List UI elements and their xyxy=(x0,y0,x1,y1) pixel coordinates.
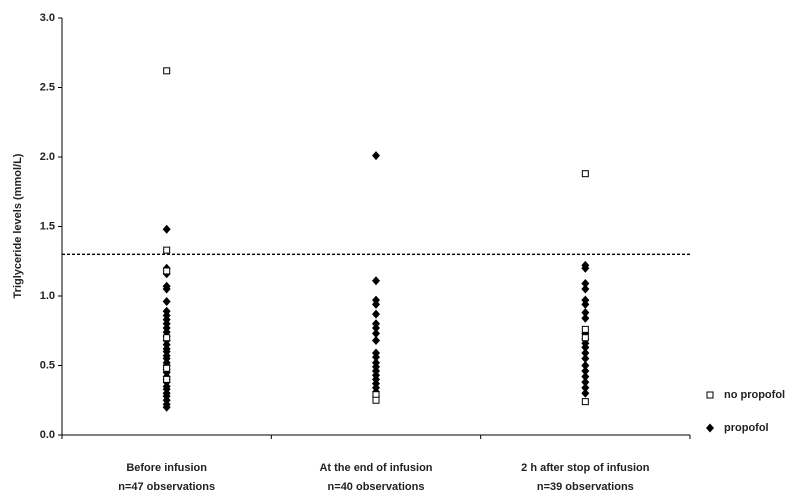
point xyxy=(372,323,380,333)
point xyxy=(581,278,590,288)
y-tick-label: 1.0 xyxy=(40,290,55,302)
x-tick-note: n=47 observations xyxy=(118,481,215,493)
point xyxy=(581,299,590,309)
point xyxy=(163,375,171,383)
point xyxy=(162,297,171,307)
point xyxy=(162,402,171,412)
point xyxy=(581,342,590,352)
point xyxy=(581,388,590,398)
x-tick-label: At the end of infusion xyxy=(319,462,432,474)
point xyxy=(581,334,589,342)
point xyxy=(581,372,590,382)
point xyxy=(581,377,590,387)
point xyxy=(581,354,590,364)
y-tick-label: 2.5 xyxy=(40,81,55,93)
point xyxy=(581,313,590,323)
point xyxy=(372,396,380,404)
x-tick-label: Before infusion xyxy=(126,462,207,474)
point xyxy=(372,299,380,309)
y-tick-label: 0.5 xyxy=(40,359,55,371)
point xyxy=(163,67,171,75)
point xyxy=(581,263,590,273)
point xyxy=(162,284,171,294)
x-tick-label: 2 h after stop of infusion xyxy=(521,462,650,474)
legend-label: no propofol xyxy=(724,389,785,401)
point xyxy=(581,361,590,370)
point xyxy=(372,309,380,319)
point xyxy=(581,366,590,376)
point xyxy=(372,276,380,286)
point xyxy=(581,170,589,178)
point xyxy=(581,348,590,358)
y-tick-label: 3.0 xyxy=(40,12,55,24)
point xyxy=(581,325,589,333)
legend-marker xyxy=(706,423,714,433)
y-axis-label: Triglyceride levels (mmol/L) xyxy=(12,153,24,298)
x-tick-note: n=39 observations xyxy=(537,481,634,493)
point xyxy=(372,329,380,339)
point xyxy=(581,383,590,393)
point xyxy=(162,224,171,234)
point xyxy=(372,151,380,161)
y-tick-label: 2.0 xyxy=(40,151,55,163)
legend-label: propofol xyxy=(724,422,769,434)
point xyxy=(163,267,171,275)
point xyxy=(372,352,380,362)
point xyxy=(163,334,171,342)
point xyxy=(581,308,590,318)
point xyxy=(163,364,171,372)
point xyxy=(372,335,380,345)
point xyxy=(581,284,590,294)
x-tick-note: n=40 observations xyxy=(328,481,425,493)
y-tick-label: 0.0 xyxy=(40,429,55,441)
point xyxy=(581,398,589,406)
y-tick-label: 1.5 xyxy=(40,220,55,232)
legend-marker xyxy=(706,391,714,399)
point xyxy=(163,246,171,254)
